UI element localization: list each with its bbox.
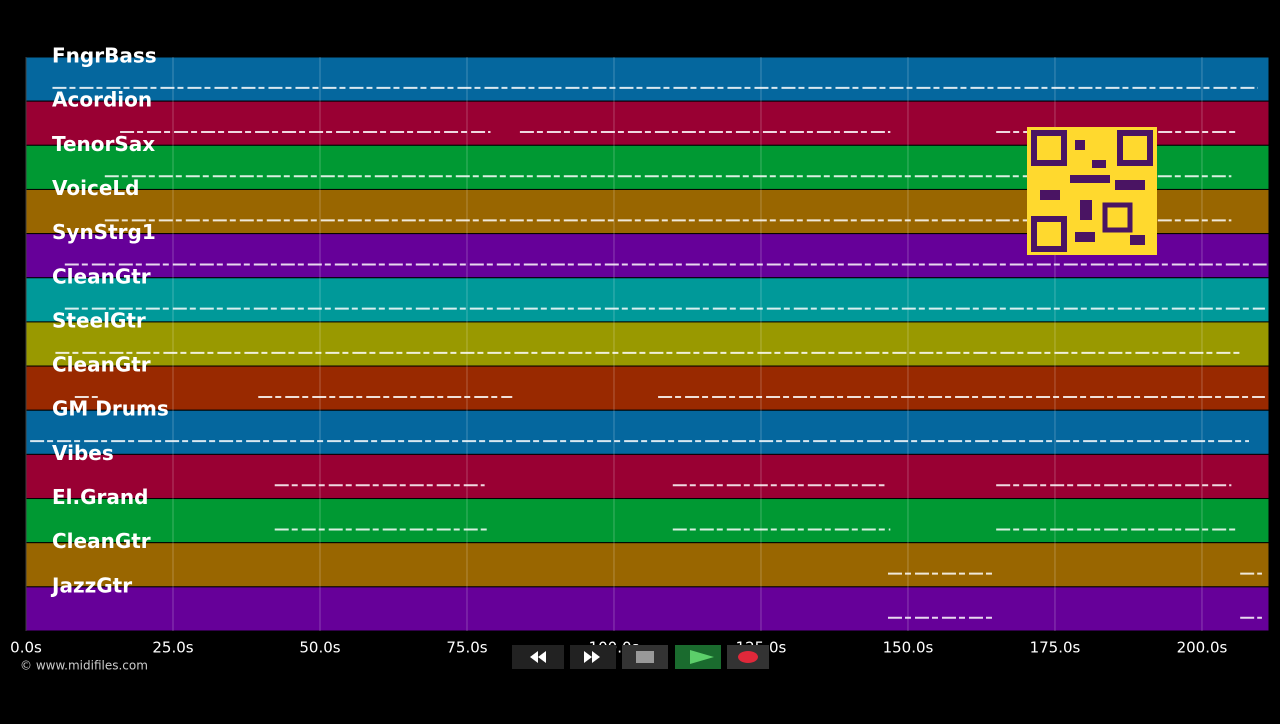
track-name: Acordion bbox=[52, 88, 152, 112]
lane bbox=[25, 586, 1270, 632]
track-name: CleanGtr bbox=[52, 264, 151, 288]
track-name: CleanGtr bbox=[52, 529, 151, 553]
track-name: TenorSax bbox=[52, 132, 155, 156]
track-name: CleanGtr bbox=[52, 353, 151, 377]
lane bbox=[25, 277, 1270, 323]
transport-controls bbox=[512, 645, 769, 669]
track-name: SynStrg1 bbox=[52, 220, 156, 244]
qr-code bbox=[1027, 127, 1157, 255]
track-name: FngrBass bbox=[52, 44, 157, 68]
track-name: Vibes bbox=[52, 441, 114, 465]
lane bbox=[25, 498, 1270, 544]
lane bbox=[25, 542, 1270, 588]
x-tick-label: 0.0s bbox=[10, 639, 42, 657]
labels: FngrBass Acordion TenorSax VoiceLd SynStrg1 C… bbox=[50, 44, 169, 598]
grid bbox=[25, 57, 1203, 631]
x-tick-label: 50.0s bbox=[299, 639, 340, 657]
x-tick-label: 200.0s bbox=[1177, 639, 1228, 657]
lane bbox=[25, 56, 1270, 102]
track-name: JazzGtr bbox=[50, 573, 132, 597]
copyright: © www.midifiles.com bbox=[20, 659, 148, 673]
track-name: VoiceLd bbox=[52, 176, 139, 200]
x-tick-label: 150.0s bbox=[883, 639, 934, 657]
lane bbox=[25, 365, 1270, 411]
lane bbox=[25, 453, 1270, 500]
track-name: El.Grand bbox=[52, 485, 148, 509]
x-tick-label: 25.0s bbox=[152, 639, 193, 657]
x-axis: 0.0s25.0s50.0s75.0s100.0s125.0s150.0s175… bbox=[10, 639, 1227, 657]
lane bbox=[25, 321, 1270, 367]
lane bbox=[25, 409, 1270, 455]
x-tick-label: 75.0s bbox=[446, 639, 487, 657]
track-name: SteelGtr bbox=[52, 308, 146, 332]
x-tick-label: 175.0s bbox=[1030, 639, 1081, 657]
track-name: GM Drums bbox=[52, 397, 169, 421]
